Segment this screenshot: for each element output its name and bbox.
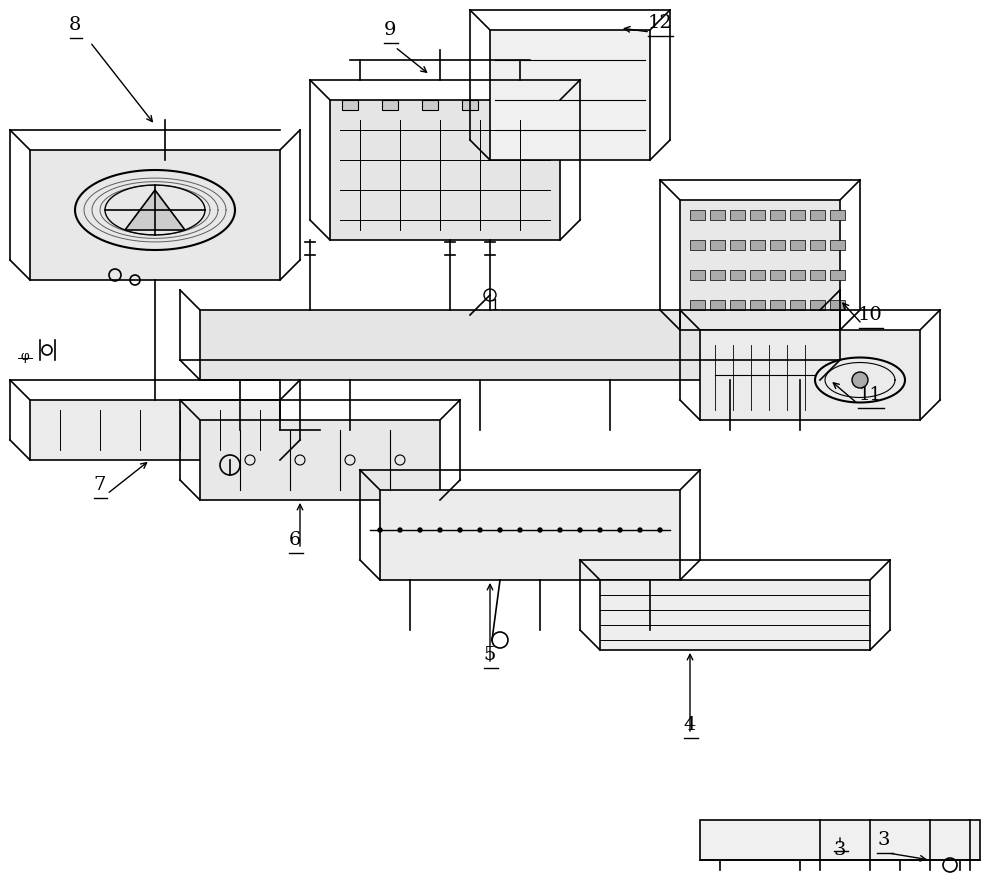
- Circle shape: [398, 528, 402, 532]
- Bar: [690, 270, 705, 280]
- Text: 4: 4: [684, 716, 696, 734]
- Bar: [810, 270, 825, 280]
- Polygon shape: [200, 420, 440, 500]
- Bar: [710, 210, 725, 220]
- Bar: [770, 270, 785, 280]
- Text: 12: 12: [648, 14, 672, 32]
- Circle shape: [438, 528, 442, 532]
- Bar: [810, 210, 825, 220]
- Circle shape: [518, 528, 522, 532]
- Circle shape: [598, 528, 602, 532]
- Polygon shape: [700, 330, 920, 420]
- Polygon shape: [30, 150, 280, 280]
- Text: 3: 3: [834, 841, 846, 859]
- Text: 5: 5: [484, 646, 496, 664]
- Polygon shape: [490, 30, 650, 160]
- Text: 8: 8: [69, 16, 81, 34]
- Circle shape: [578, 528, 582, 532]
- Bar: [770, 240, 785, 250]
- Polygon shape: [30, 400, 280, 460]
- Bar: [750, 210, 765, 220]
- Polygon shape: [380, 490, 680, 580]
- Circle shape: [418, 528, 422, 532]
- Bar: [462, 100, 478, 110]
- Polygon shape: [600, 580, 870, 650]
- Polygon shape: [125, 190, 185, 230]
- Bar: [710, 240, 725, 250]
- Text: 9: 9: [384, 21, 396, 39]
- Bar: [750, 270, 765, 280]
- Bar: [690, 300, 705, 310]
- Bar: [710, 270, 725, 280]
- Text: 1: 1: [491, 299, 499, 313]
- Bar: [830, 270, 845, 280]
- Bar: [830, 240, 845, 250]
- Text: 3: 3: [878, 831, 890, 849]
- Circle shape: [658, 528, 662, 532]
- Bar: [690, 210, 705, 220]
- Text: 7: 7: [94, 476, 106, 494]
- Circle shape: [558, 528, 562, 532]
- Text: 10: 10: [858, 306, 882, 324]
- Bar: [790, 210, 805, 220]
- Circle shape: [478, 528, 482, 532]
- Bar: [790, 270, 805, 280]
- Circle shape: [618, 528, 622, 532]
- Bar: [710, 300, 725, 310]
- Bar: [382, 100, 398, 110]
- Bar: [830, 210, 845, 220]
- Circle shape: [538, 528, 542, 532]
- Circle shape: [378, 528, 382, 532]
- Text: 6: 6: [289, 531, 301, 549]
- Bar: [690, 240, 705, 250]
- Polygon shape: [700, 820, 980, 860]
- Bar: [730, 240, 745, 250]
- Circle shape: [498, 528, 502, 532]
- Bar: [730, 300, 745, 310]
- Bar: [770, 210, 785, 220]
- Bar: [830, 300, 845, 310]
- Bar: [810, 240, 825, 250]
- Bar: [502, 100, 518, 110]
- Bar: [342, 100, 358, 110]
- Bar: [810, 300, 825, 310]
- Bar: [790, 300, 805, 310]
- Circle shape: [458, 528, 462, 532]
- Polygon shape: [330, 100, 560, 240]
- Polygon shape: [200, 310, 820, 380]
- Circle shape: [638, 528, 642, 532]
- Bar: [750, 240, 765, 250]
- Polygon shape: [680, 200, 840, 330]
- Text: φ: φ: [21, 350, 29, 363]
- Text: 11: 11: [858, 386, 882, 404]
- Bar: [422, 100, 438, 110]
- Circle shape: [852, 372, 868, 388]
- Bar: [730, 210, 745, 220]
- Bar: [750, 300, 765, 310]
- Bar: [730, 270, 745, 280]
- Bar: [790, 240, 805, 250]
- Bar: [770, 300, 785, 310]
